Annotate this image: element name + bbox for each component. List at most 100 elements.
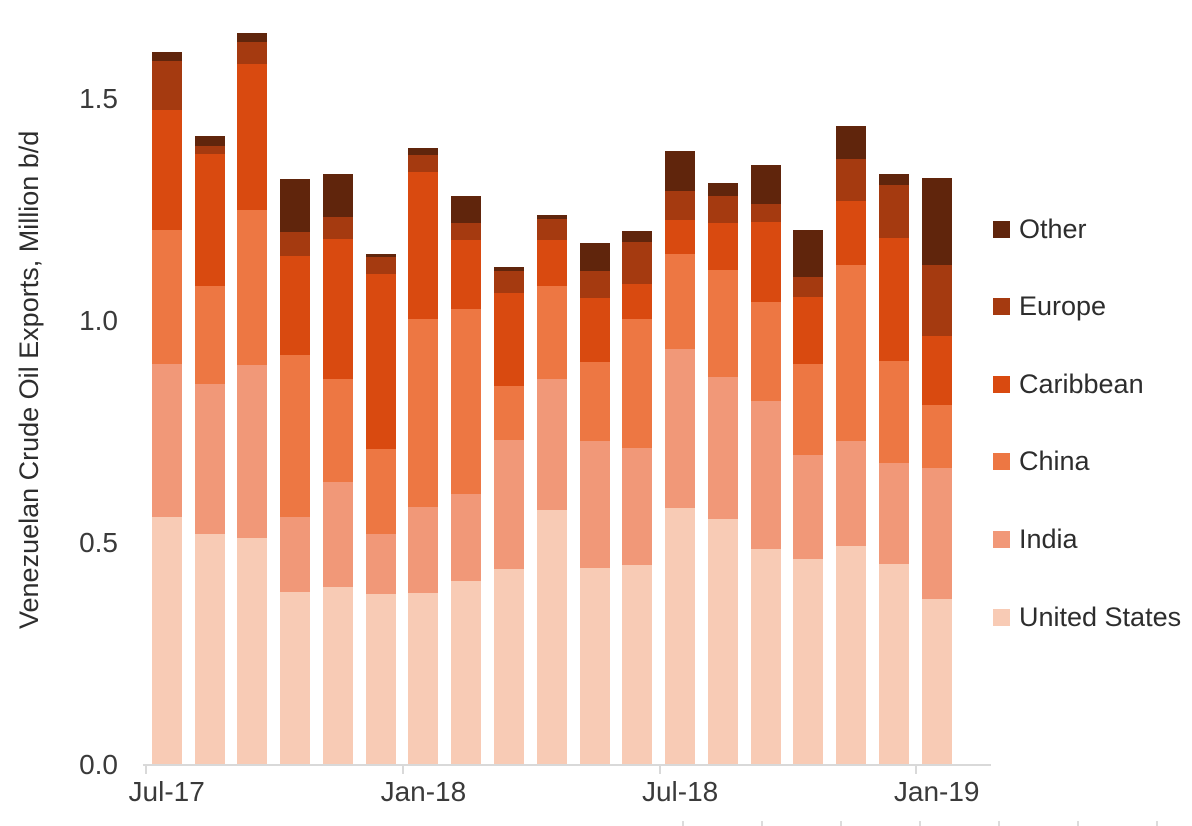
bar-segment-united-states xyxy=(151,517,182,765)
bar-segment-europe xyxy=(921,265,952,336)
bar-segment-europe xyxy=(194,146,225,155)
bar-segment-india xyxy=(536,378,567,511)
bar-segment-india xyxy=(836,440,867,547)
x-tick-label-Jul-18: Jul-18 xyxy=(641,776,719,807)
bar-segment-caribbean xyxy=(836,200,867,266)
bar-segment-china xyxy=(280,354,310,518)
cropped-bottom-tick xyxy=(998,821,1000,826)
bar-segment-europe xyxy=(408,154,439,173)
bar-segment-india xyxy=(408,507,439,594)
bar-Mar-18 xyxy=(493,266,524,765)
bar-segment-caribbean xyxy=(879,237,909,361)
bar-segment-europe xyxy=(750,204,781,223)
bar-segment-caribbean xyxy=(793,297,824,364)
bar-Aug-17 xyxy=(194,136,225,765)
bar-segment-india xyxy=(622,448,653,566)
legend-item-united-states: United States xyxy=(993,598,1181,636)
bar-segment-other xyxy=(879,174,909,186)
bar-segment-europe xyxy=(879,185,909,238)
y-tick-label-0.0: 0.0 xyxy=(79,749,118,780)
legend-label: China xyxy=(1019,446,1090,477)
bar-Oct-18 xyxy=(793,230,824,765)
bar-segment-united-states xyxy=(665,507,696,765)
bar-segment-europe xyxy=(793,277,824,298)
bar-segment-europe xyxy=(707,196,738,224)
bar-segment-europe xyxy=(622,242,653,284)
bar-segment-caribbean xyxy=(665,219,696,255)
x-tick-label-Jan-19: Jan-19 xyxy=(893,776,980,807)
bar-segment-united-states xyxy=(622,565,653,765)
bar-segment-europe xyxy=(451,222,482,241)
bar-segment-caribbean xyxy=(365,273,396,450)
legend-item-caribbean: Caribbean xyxy=(993,365,1144,403)
legend-label: Europe xyxy=(1019,291,1107,322)
bar-segment-china xyxy=(750,302,781,401)
bar-segment-caribbean xyxy=(280,255,310,355)
legend-swatch-icon xyxy=(993,298,1010,316)
bar-segment-europe xyxy=(151,60,182,110)
legend-swatch-icon xyxy=(993,220,1010,238)
bar-segment-united-states xyxy=(579,567,610,765)
y-tick-label-0.5: 0.5 xyxy=(79,527,118,558)
bar-segment-united-states xyxy=(280,591,310,765)
legend-label: United States xyxy=(1019,601,1182,632)
bar-segment-china xyxy=(408,319,439,508)
bar-segment-united-states xyxy=(750,548,781,765)
bar-segment-europe xyxy=(836,158,867,201)
bar-segment-other xyxy=(579,242,610,271)
bar-segment-europe xyxy=(665,190,696,220)
x-axis-line xyxy=(143,764,991,766)
bar-segment-europe xyxy=(365,257,396,274)
bar-segment-other xyxy=(493,266,524,272)
bar-segment-europe xyxy=(322,216,353,239)
bar-segment-united-states xyxy=(836,546,867,765)
x-axis-tick xyxy=(658,764,661,774)
bar-segment-europe xyxy=(280,232,310,256)
bar-segment-china xyxy=(194,285,225,384)
bar-Sep-17 xyxy=(237,33,268,765)
bar-Nov-18 xyxy=(836,126,867,765)
bar-Aug-18 xyxy=(707,182,738,765)
bar-segment-china xyxy=(579,361,610,441)
legend-item-india: India xyxy=(993,520,1078,558)
bar-Jan-18 xyxy=(408,147,439,765)
bar-segment-other xyxy=(365,253,396,258)
bar-segment-caribbean xyxy=(451,240,482,310)
bar-segment-other xyxy=(536,214,567,219)
legend-label: Other xyxy=(1019,213,1087,244)
bar-segment-other xyxy=(451,196,482,223)
bar-segment-china xyxy=(665,254,696,350)
cropped-bottom-tick xyxy=(840,821,842,826)
bar-segment-india xyxy=(879,462,909,565)
cropped-bottom-tick xyxy=(919,821,921,826)
bar-segment-other xyxy=(194,136,225,147)
bar-segment-europe xyxy=(536,218,567,241)
bar-segment-other xyxy=(836,126,867,159)
legend-swatch-icon xyxy=(993,453,1010,471)
cropped-bottom-tick xyxy=(761,821,763,826)
bar-segment-china xyxy=(237,210,268,366)
bar-segment-china xyxy=(793,363,824,456)
legend-item-europe: Europe xyxy=(993,288,1106,326)
bar-segment-caribbean xyxy=(707,223,738,271)
bar-segment-china xyxy=(151,230,182,364)
bar-segment-china xyxy=(707,270,738,377)
bar-segment-caribbean xyxy=(536,240,567,286)
bar-segment-europe xyxy=(237,41,268,65)
bar-segment-other xyxy=(151,52,182,61)
bar-segment-united-states xyxy=(237,538,268,765)
bar-segment-other xyxy=(322,174,353,217)
bar-segment-caribbean xyxy=(408,172,439,320)
bar-segment-china xyxy=(322,378,353,482)
bar-segment-united-states xyxy=(408,593,439,765)
cropped-bottom-tick xyxy=(1077,821,1079,826)
bar-segment-caribbean xyxy=(493,293,524,386)
bar-segment-united-states xyxy=(493,569,524,765)
bar-segment-china xyxy=(836,265,867,441)
bar-segment-caribbean xyxy=(151,109,182,231)
bar-segment-china xyxy=(921,404,952,468)
bar-Nov-17 xyxy=(322,174,353,765)
bar-Jul-18 xyxy=(665,150,696,765)
bar-Feb-18 xyxy=(451,196,482,765)
